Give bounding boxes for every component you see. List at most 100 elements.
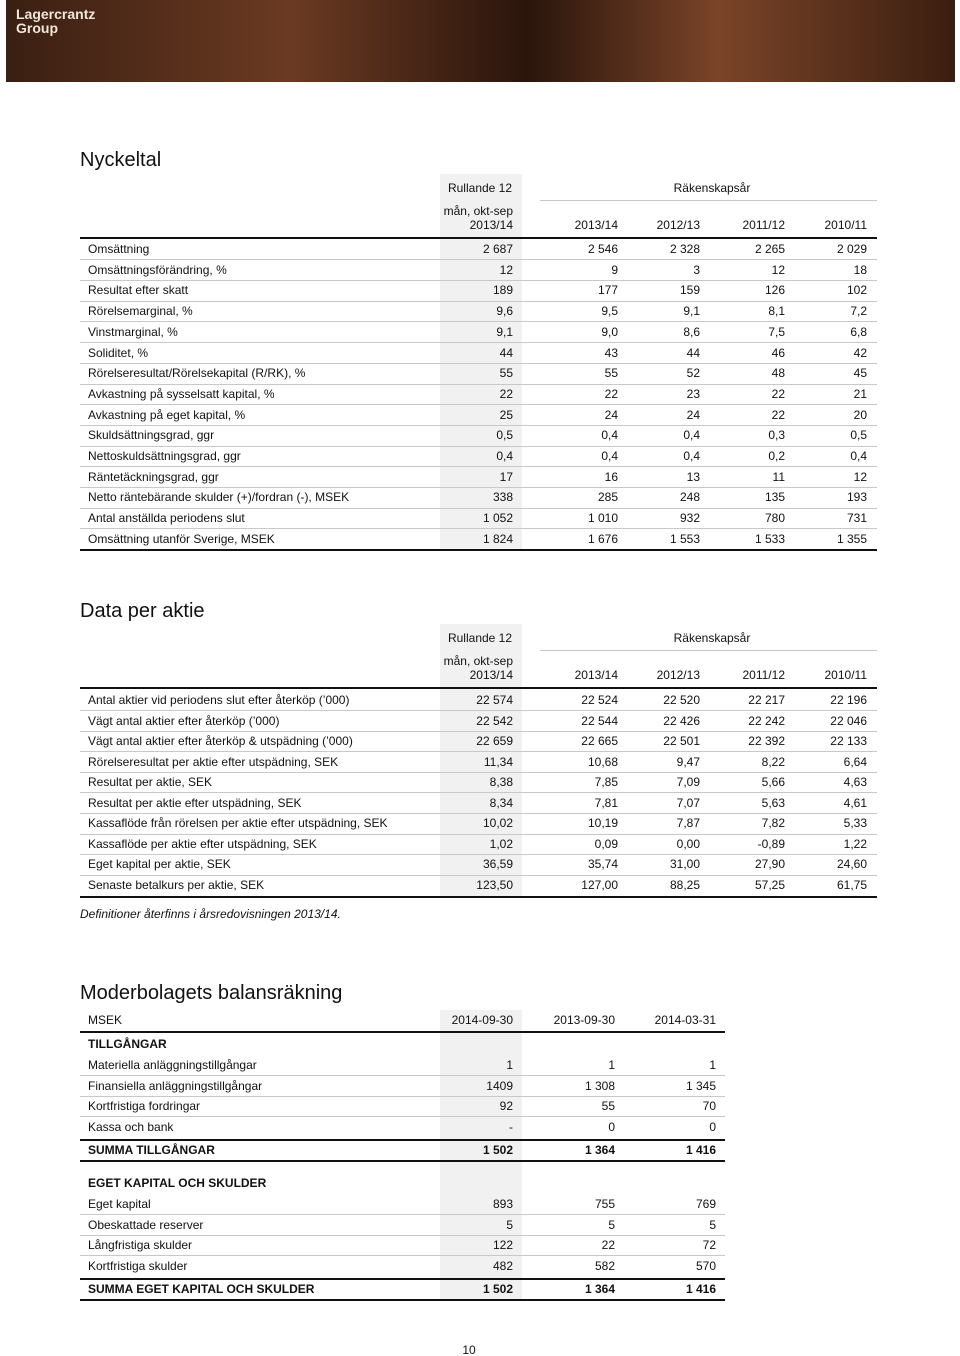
cell: 22 xyxy=(499,386,513,401)
rule xyxy=(80,549,877,551)
rule xyxy=(80,362,877,364)
column-header: Rullande 12 xyxy=(447,631,513,645)
cell: 24 xyxy=(686,407,700,422)
cell: 7,87 xyxy=(676,816,700,831)
cell: 769 xyxy=(695,1196,716,1211)
cell: 8,38 xyxy=(489,775,513,790)
cell: Rörelseresultat/Rörelsekapital (R/RK), % xyxy=(88,366,306,381)
cell: 10,68 xyxy=(587,754,618,769)
column-header: 2013-09-30 xyxy=(553,1013,615,1027)
cell: 9,1 xyxy=(683,304,700,319)
group-heading: EGET KAPITAL OCH SKULDER xyxy=(88,1175,267,1190)
cell: 1 xyxy=(608,1058,615,1072)
cell: 20 xyxy=(853,407,867,422)
cell: 4,63 xyxy=(843,775,867,790)
section-title: Data per aktie xyxy=(80,600,205,622)
cell: 7,09 xyxy=(676,775,700,790)
total: 1 364 xyxy=(584,1142,615,1157)
cell: 23 xyxy=(686,386,700,401)
cell: 177 xyxy=(597,283,618,298)
rule xyxy=(540,650,877,651)
cell: Materiella anläggningstillgångar xyxy=(88,1058,257,1072)
cell: 22 xyxy=(604,386,618,401)
cell: 18 xyxy=(853,262,867,277)
total: 1 502 xyxy=(482,1281,513,1296)
logo-text: Lagercrantz xyxy=(16,6,96,22)
rule xyxy=(80,445,877,447)
rule xyxy=(80,342,877,344)
shade xyxy=(440,624,522,896)
cell: 13 xyxy=(686,469,700,484)
cell: 122 xyxy=(492,1238,513,1253)
cell: 22 133 xyxy=(830,734,867,749)
rule xyxy=(80,1298,725,1301)
cell: 285 xyxy=(597,490,618,505)
cell: 22 xyxy=(771,407,785,422)
cell: 0,4 xyxy=(601,449,618,463)
cell: 88,25 xyxy=(669,877,700,892)
cell: 22 544 xyxy=(581,713,618,728)
cell: 55 xyxy=(604,366,618,381)
cell: Senaste betalkurs per aktie, SEK xyxy=(88,877,265,892)
cell: 189 xyxy=(492,283,513,298)
cell: 6,64 xyxy=(843,754,867,769)
cell: 0,3 xyxy=(768,428,785,443)
rule xyxy=(80,1159,725,1162)
cell: Omsättning utanför Sverige, MSEK xyxy=(88,531,275,546)
cell: 27,90 xyxy=(754,857,785,872)
cell: Rörelsemarginal, % xyxy=(88,304,193,319)
rule xyxy=(80,466,877,468)
column-header: 2011/12 xyxy=(742,218,786,232)
cell: 7,5 xyxy=(768,324,785,339)
cell: 5,63 xyxy=(761,795,785,810)
cell: 1 xyxy=(506,1058,513,1072)
cell: 1 533 xyxy=(754,531,785,546)
section-title: Nyckeltal xyxy=(80,149,162,171)
cell: 22 217 xyxy=(748,693,785,707)
cell: 0,4 xyxy=(601,428,618,443)
cell: 22 242 xyxy=(748,713,785,728)
column-header: 2012/13 xyxy=(656,668,700,682)
cell: 7,81 xyxy=(594,795,618,810)
cell: 126 xyxy=(764,283,785,298)
cell: 10,19 xyxy=(587,816,618,831)
rule xyxy=(80,896,877,898)
cell: 12 xyxy=(853,469,867,484)
column-header: 2013/14 xyxy=(574,218,618,232)
cell: 22 196 xyxy=(830,693,867,707)
cell: 36,59 xyxy=(482,857,513,872)
cell: Soliditet, % xyxy=(88,345,149,360)
cell: 731 xyxy=(846,511,867,526)
cell: Kortfristiga skulder xyxy=(88,1258,188,1273)
cell: 31,00 xyxy=(669,857,700,872)
rule xyxy=(80,300,877,302)
cell: Omsättningsförändring, % xyxy=(88,262,227,277)
cell: 48 xyxy=(771,366,785,381)
cell: 2 328 xyxy=(669,242,700,256)
cell: 4,61 xyxy=(843,795,867,810)
shade xyxy=(440,1010,522,1300)
column-header: mån, okt-sep xyxy=(443,654,513,668)
column-header: 2014-09-30 xyxy=(451,1013,513,1027)
cell: Skuldsättningsgrad, ggr xyxy=(88,428,215,443)
cell: 45 xyxy=(853,366,867,381)
cell: 127,00 xyxy=(581,877,618,892)
cell: - xyxy=(509,1120,513,1135)
cell: 0,4 xyxy=(850,449,867,463)
cell: Eget kapital xyxy=(88,1196,151,1211)
cell: 9 xyxy=(611,262,618,277)
rule xyxy=(540,200,877,201)
cell: Antal aktier vid periodens slut efter åt… xyxy=(88,693,350,707)
cell: 5,66 xyxy=(761,775,785,790)
cell: 2 265 xyxy=(754,242,785,256)
cell: 72 xyxy=(702,1238,716,1253)
cell: 1 676 xyxy=(587,531,618,546)
cell: 43 xyxy=(604,345,618,360)
cell: 24 xyxy=(604,407,618,422)
cell: Vinstmarginal, % xyxy=(88,324,178,339)
cell: Eget kapital per aktie, SEK xyxy=(88,857,231,872)
cell: 16 xyxy=(604,469,618,484)
column-header: 2013/14 xyxy=(574,668,618,682)
cell: 70 xyxy=(702,1099,716,1114)
